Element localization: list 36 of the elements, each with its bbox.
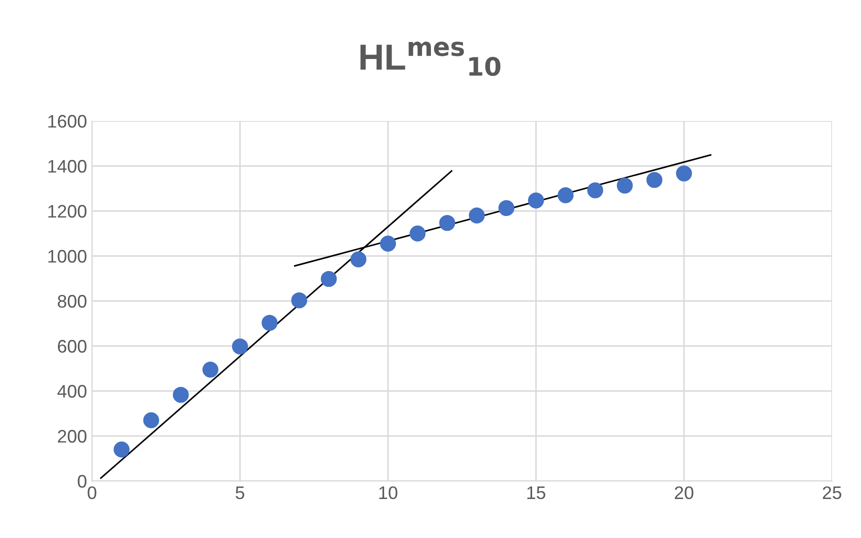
y-tick-label: 1000 [48, 250, 86, 263]
point [468, 208, 485, 224]
point [528, 192, 544, 208]
point [380, 236, 396, 252]
y-tick-label: 400 [57, 384, 86, 398]
y-tick-label: 800 [58, 294, 86, 308]
x-tick-label: 20 [674, 486, 694, 500]
x-tick-label: 25 [822, 486, 842, 500]
point [558, 187, 574, 204]
x-tick-label: 5 [236, 486, 244, 500]
x-tick-label: 10 [379, 486, 398, 500]
point [498, 200, 514, 216]
point [202, 362, 218, 378]
y-tick-label: 600 [58, 340, 86, 353]
point [439, 214, 456, 231]
x-tick-label: 15 [527, 486, 546, 500]
point [262, 314, 278, 331]
y-tick-label: 0 [78, 474, 86, 488]
y-tick-label: 200 [58, 430, 86, 443]
point [320, 270, 337, 287]
point [587, 182, 604, 198]
point [143, 412, 160, 428]
point [172, 386, 189, 403]
point [114, 442, 130, 458]
point [232, 338, 248, 354]
point [410, 226, 426, 242]
y-tick-label: 1600 [48, 114, 86, 128]
y-tick-label: 1200 [48, 204, 86, 218]
point [646, 172, 662, 188]
point [616, 178, 633, 194]
x-tick-label: 0 [88, 486, 96, 500]
point [291, 292, 308, 308]
point [350, 251, 366, 268]
chart-title: HL$^{mes}$$_{10}$ [360, 42, 500, 76]
point [676, 165, 692, 182]
y-tick-label: 1400 [48, 160, 86, 173]
